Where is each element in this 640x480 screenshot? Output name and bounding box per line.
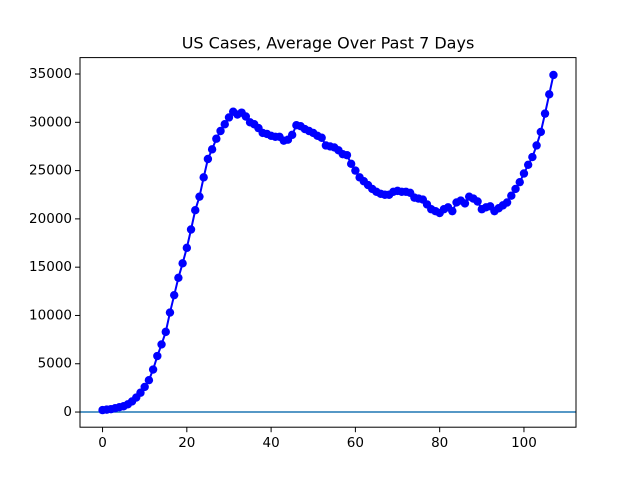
point <box>191 205 200 215</box>
point <box>523 160 533 170</box>
point <box>545 90 554 99</box>
point <box>473 197 482 206</box>
chart-title: US Cases, Average Over Past 7 Days <box>182 34 475 53</box>
point <box>212 134 221 143</box>
point <box>182 243 192 253</box>
point <box>136 388 145 397</box>
y-tick-label: 20000 <box>29 211 72 227</box>
x-tick-label: 60 <box>347 435 364 451</box>
point <box>241 112 251 121</box>
point <box>502 198 512 207</box>
point <box>140 382 149 392</box>
point <box>511 184 520 194</box>
y-tick-label: 10000 <box>29 307 72 323</box>
point <box>532 141 541 150</box>
point <box>174 273 183 282</box>
series-line <box>102 74 555 412</box>
point <box>448 206 457 216</box>
point <box>178 259 187 268</box>
point <box>153 351 162 361</box>
point <box>195 192 204 201</box>
point <box>536 127 546 137</box>
y-tick-label: 25000 <box>29 163 72 179</box>
point <box>220 120 229 129</box>
point <box>346 159 356 169</box>
point <box>148 365 158 374</box>
x-tick-label: 0 <box>98 435 107 451</box>
y-tick-label: 15000 <box>29 259 72 275</box>
x-tick-label: 80 <box>431 435 448 451</box>
point <box>519 169 529 178</box>
point <box>207 145 217 154</box>
point <box>203 154 213 164</box>
x-tick-label: 20 <box>178 435 195 451</box>
point <box>224 113 234 122</box>
point <box>549 70 558 80</box>
point <box>165 308 175 317</box>
point <box>157 340 166 349</box>
y-tick-label: 0 <box>63 404 72 420</box>
point <box>144 375 154 385</box>
point <box>161 327 170 337</box>
point <box>507 191 516 200</box>
point <box>342 150 352 160</box>
point <box>317 133 326 142</box>
y-tick-label: 30000 <box>29 114 72 130</box>
point <box>540 109 550 118</box>
point <box>216 126 225 136</box>
point <box>169 290 179 300</box>
x-tick-label: 40 <box>263 435 280 451</box>
point <box>351 166 360 175</box>
point <box>199 173 208 182</box>
point <box>460 199 470 208</box>
y-tick-label: 5000 <box>38 356 72 372</box>
point <box>515 177 524 187</box>
x-tick-label: 100 <box>511 435 537 451</box>
point <box>287 130 297 140</box>
point <box>186 225 196 234</box>
point <box>528 152 537 162</box>
axes-frame <box>79 57 577 428</box>
y-tick-label: 35000 <box>29 66 72 82</box>
